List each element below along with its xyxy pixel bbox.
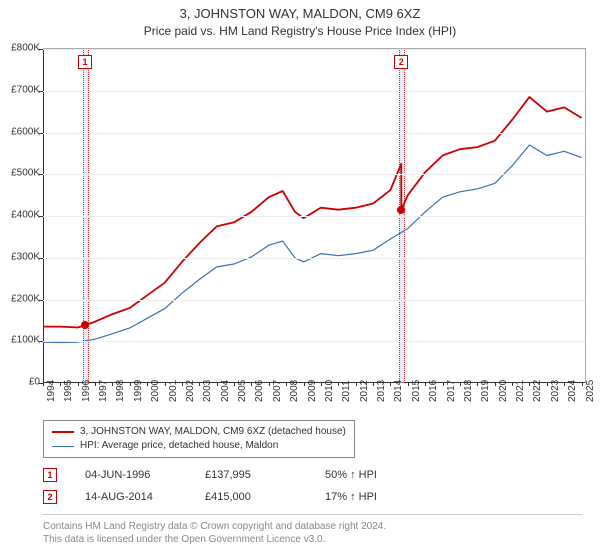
- sale-marker-icon: 2: [394, 55, 408, 69]
- sale-point-icon: [81, 321, 89, 329]
- y-axis-tick-label: £700K: [11, 84, 40, 95]
- x-axis-tick-label: 1997: [98, 380, 109, 402]
- y-axis-tick-label: £500K: [11, 168, 40, 179]
- x-axis-tick-label: 2018: [463, 380, 474, 402]
- sale-marker-icon: 2: [43, 490, 57, 504]
- x-axis-tick-label: 2010: [324, 380, 335, 402]
- x-axis-tick-label: 2022: [532, 380, 543, 402]
- footer-attribution: Contains HM Land Registry data © Crown c…: [43, 514, 583, 546]
- y-axis-tick-label: £600K: [11, 126, 40, 137]
- sale-delta: 17% ↑ HPI: [325, 491, 417, 503]
- legend: 3, JOHNSTON WAY, MALDON, CM9 6XZ (detach…: [43, 420, 355, 458]
- chart-container: 3, JOHNSTON WAY, MALDON, CM9 6XZ Price p…: [0, 0, 600, 560]
- x-axis-tick-label: 2008: [289, 380, 300, 402]
- x-axis-tick-label: 1999: [133, 380, 144, 402]
- x-axis-tick-label: 2003: [202, 380, 213, 402]
- legend-label: 3, JOHNSTON WAY, MALDON, CM9 6XZ (detach…: [80, 425, 346, 439]
- x-axis-tick-label: 2002: [185, 380, 196, 402]
- sale-point-icon: [397, 206, 405, 214]
- x-axis-tick-label: 2001: [168, 380, 179, 402]
- sale-marker-icon: 1: [78, 55, 92, 69]
- x-axis-tick-label: 2004: [220, 380, 231, 402]
- legend-item: 3, JOHNSTON WAY, MALDON, CM9 6XZ (detach…: [52, 425, 346, 439]
- footer-line: Contains HM Land Registry data © Crown c…: [43, 520, 583, 533]
- x-axis-tick-label: 2012: [359, 380, 370, 402]
- legend-swatch: [52, 431, 74, 433]
- y-axis-tick-label: £100K: [11, 335, 40, 346]
- legend-item: HPI: Average price, detached house, Mald…: [52, 439, 346, 453]
- table-row: 1 04-JUN-1996 £137,995 50% ↑ HPI: [43, 464, 417, 486]
- page-subtitle: Price paid vs. HM Land Registry's House …: [0, 24, 600, 38]
- legend-swatch: [52, 446, 74, 447]
- y-axis-tick-label: £200K: [11, 293, 40, 304]
- x-axis-tick-label: 2009: [307, 380, 318, 402]
- x-axis-tick-label: 2015: [411, 380, 422, 402]
- x-axis-tick-label: 2017: [446, 380, 457, 402]
- x-axis-tick-label: 2011: [341, 380, 352, 402]
- footer-line: This data is licensed under the Open Gov…: [43, 533, 583, 546]
- x-axis-tick-label: 2000: [150, 380, 161, 402]
- sales-annotation-table: 1 04-JUN-1996 £137,995 50% ↑ HPI 2 14-AU…: [43, 464, 417, 508]
- table-row: 2 14-AUG-2014 £415,000 17% ↑ HPI: [43, 486, 417, 508]
- y-axis-tick-label: £400K: [11, 210, 40, 221]
- x-axis-tick-label: 2020: [498, 380, 509, 402]
- x-axis-tick-label: 1996: [81, 380, 92, 402]
- y-axis-tick-label: £800K: [11, 43, 40, 54]
- plot-area: 12: [43, 48, 586, 383]
- sale-marker-icon: 1: [43, 468, 57, 482]
- x-axis-tick-label: 2005: [237, 380, 248, 402]
- x-axis-tick-label: 2014: [393, 380, 404, 402]
- x-axis-tick-label: 1998: [115, 380, 126, 402]
- titles-block: 3, JOHNSTON WAY, MALDON, CM9 6XZ Price p…: [0, 0, 600, 38]
- x-axis-tick-label: 1994: [46, 380, 57, 402]
- x-axis-tick-label: 2013: [376, 380, 387, 402]
- y-axis-tick-label: £300K: [11, 251, 40, 262]
- x-axis-tick-label: 2021: [515, 380, 526, 402]
- x-axis-tick-label: 2024: [567, 380, 578, 402]
- legend-label: HPI: Average price, detached house, Mald…: [80, 439, 278, 453]
- page-title: 3, JOHNSTON WAY, MALDON, CM9 6XZ: [0, 6, 600, 21]
- x-axis-tick-label: 2016: [428, 380, 439, 402]
- x-axis-tick-label: 2019: [480, 380, 491, 402]
- x-axis-tick-label: 2023: [550, 380, 561, 402]
- sale-price: £415,000: [205, 491, 297, 503]
- sale-price: £137,995: [205, 469, 297, 481]
- y-axis-tick-label: £0: [29, 377, 40, 388]
- sale-date: 14-AUG-2014: [85, 491, 177, 503]
- sale-date: 04-JUN-1996: [85, 469, 177, 481]
- sale-delta: 50% ↑ HPI: [325, 469, 417, 481]
- x-axis-tick-label: 1995: [63, 380, 74, 402]
- x-axis-tick-label: 2006: [254, 380, 265, 402]
- x-axis-tick-label: 2007: [272, 380, 283, 402]
- x-axis-tick-label: 2025: [585, 380, 596, 402]
